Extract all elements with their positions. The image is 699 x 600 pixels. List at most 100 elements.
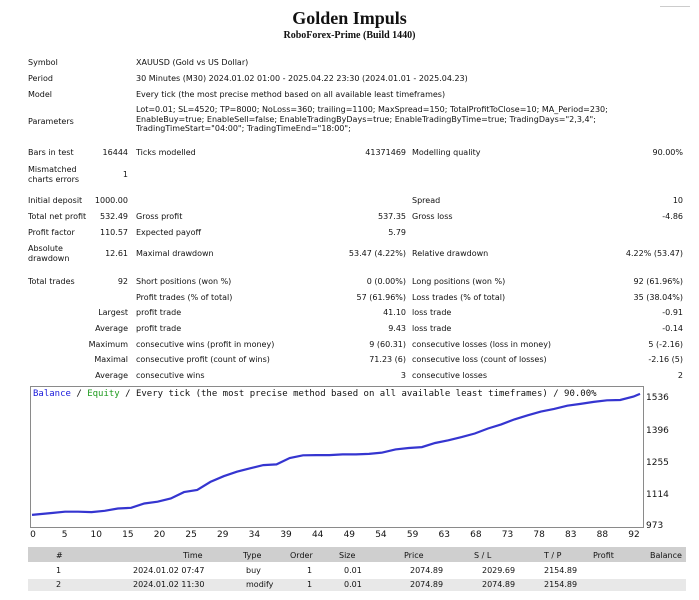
x-tick-label: 68 [470,530,482,540]
col-tp: T / P [544,551,562,560]
short-label: Short positions (won %) [136,277,232,286]
bars-value: 16444 [102,148,128,157]
col-size: Size [339,551,356,560]
ep-label: Expected payoff [136,228,201,237]
table-cell: 1 [307,566,313,575]
mismatched-value: 1 [122,170,128,179]
series-balance-line [31,392,641,516]
largest-lt-value: -0.91 [662,308,683,317]
model-value: Every tick (the most precise method base… [136,90,446,99]
x-tick-label: 73 [501,530,514,540]
gross-profit-value: 537.35 [378,212,406,221]
model-label: Model [28,90,53,99]
quality-value: 90.00% [652,148,683,157]
x-tick-label: 29 [217,530,229,540]
col-price: Price [404,551,424,560]
x-tick-label: 15 [122,530,134,540]
y-tick-label: 973 [646,521,664,531]
x-tick-label: 59 [406,530,419,540]
profit-trades-value: 57 (61.96%) [356,293,406,302]
long-value: 92 (61.96%) [633,277,683,286]
average-lt-label: loss trade [412,324,452,333]
avg-cl-label: consecutive losses [412,371,488,380]
x-tick-label: 44 [311,530,324,540]
x-tick-label: 5 [61,530,68,540]
col-time: Time [183,551,203,560]
x-tick-label: 78 [533,530,545,540]
mismatched-label-1: Mismatched [28,165,77,174]
table-cell: 1 [307,580,313,589]
x-tick-label: 39 [280,530,292,540]
table-cell: 1 [56,566,62,575]
table-cell: 2074.89 [410,566,444,575]
spread-value: 10 [672,196,683,205]
table-header: # Time Type Order Size Price S / L T / P… [28,547,686,562]
table-cell: 2024.01.02 11:30 [133,580,205,589]
col-balance: Balance [650,551,682,560]
x-tick-label: 54 [375,530,387,540]
ep-value: 5.79 [388,228,406,237]
trades-value: 92 [117,277,128,286]
chart-legend-rest: / Every tick (the most precise method ba… [119,389,597,399]
parameters-value: Lot=0.01; SL=4520; TP=8000; NoLoss=360; … [136,105,608,133]
report-subtitle: RoboForex-Prime (Build 1440) [283,30,416,41]
table-cell: 2074.89 [410,580,444,589]
x-tick-label: 0 [30,530,36,540]
period-label: Period [28,74,53,83]
max-dd-label: Maximal drawdown [136,249,214,258]
gross-loss-label: Gross loss [412,212,453,221]
x-tick-label: 88 [596,530,609,540]
largest-pt-value: 41.10 [383,308,406,317]
max-cl-label: consecutive losses (loss in money) [412,340,552,349]
chart-legend-sep: / [70,389,88,399]
largest-lt-label: loss trade [412,308,452,317]
average-pt-value: 9.43 [388,324,406,333]
net-value: 532.49 [100,212,128,221]
table-cell: 2154.89 [544,566,578,575]
mxl-cl-value: -2.16 (5) [648,355,683,364]
abs-dd-label-2: drawdown [28,254,70,263]
balance-chart-frame [30,386,644,528]
profit-trades-label: Profit trades (% of total) [136,293,233,302]
col-sl: S / L [474,551,492,560]
x-tick-label: 49 [343,530,356,540]
mxl-cp-value: 71.23 (6) [369,355,406,364]
table-row: 1 2024.01.02 07:47 buy 1 0.01 2074.89 2029.69 2… [28,565,686,577]
table-cell: 2074.89 [482,580,516,589]
y-tick-label: 1536 [646,393,669,403]
table-cell: buy [246,566,261,575]
maximal-label: Maximal [94,355,128,364]
table-row: 2 2024.01.02 11:30 modify 1 0.01 2074.89 2074.… [28,579,686,591]
x-tick-label: 83 [565,530,577,540]
largest-label: Largest [98,308,128,317]
y-tick-label: 1255 [646,458,669,468]
gross-loss-value: -4.86 [662,212,683,221]
x-tick-label: 20 [153,530,166,540]
table-cell: 0.01 [344,580,362,589]
chart-legend-balance: Balance [33,389,71,399]
abs-dd-label-1: Absolute [28,244,63,253]
table-cell: 2029.69 [482,566,516,575]
ticks-value: 41371469 [365,148,406,157]
long-label: Long positions (won %) [412,277,506,286]
max-dd-value: 53.47 (4.22%) [348,249,406,258]
top-decoration [660,6,690,10]
rel-dd-value: 4.22% (53.47) [625,249,683,258]
maximum-label: Maximum [88,340,128,349]
largest-pt-label: profit trade [136,308,182,317]
loss-trades-value: 35 (38.04%) [633,293,683,302]
table-cell: modify [246,580,274,589]
pf-value: 110.57 [100,228,128,237]
balance-chart [31,392,641,516]
table-cell: 2154.89 [544,580,578,589]
x-tick-label: 92 [628,530,640,540]
table-cell: 2024.01.02 07:47 [133,566,205,575]
avg-cl-value: 2 [677,371,683,380]
average-pt-label: profit trade [136,324,182,333]
avg-cw-value: 3 [400,371,406,380]
avg-cw-label: consecutive wins [136,371,205,380]
symbol-value: XAUUSD (Gold vs US Dollar) [136,58,249,67]
abs-dd-value: 12.61 [105,249,128,258]
col-type: Type [243,551,262,560]
mismatched-label-2: charts errors [28,175,80,184]
